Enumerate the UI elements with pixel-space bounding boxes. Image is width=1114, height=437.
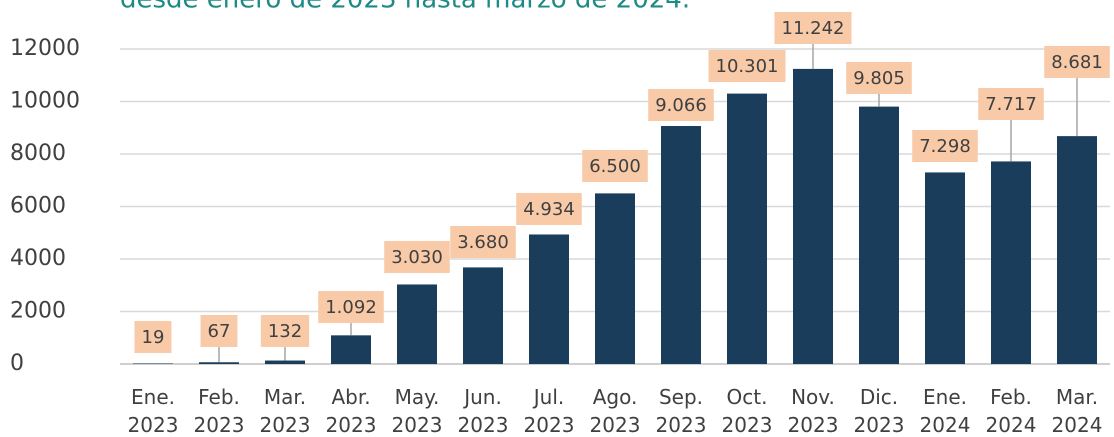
data-label: 19 bbox=[134, 321, 172, 353]
x-tick-label: Feb. 2023 bbox=[194, 385, 245, 437]
data-label-box bbox=[1044, 46, 1110, 78]
data-label-text: 6.500 bbox=[589, 156, 641, 177]
y-tick-label: 2000 bbox=[10, 299, 66, 324]
data-label-text: 9.805 bbox=[853, 68, 905, 89]
data-label: 9.805 bbox=[846, 62, 912, 107]
data-label-box bbox=[582, 150, 648, 182]
data-label: 7.717 bbox=[978, 88, 1044, 162]
y-tick-label: 6000 bbox=[10, 194, 66, 219]
data-label: 9.066 bbox=[648, 89, 714, 121]
data-label-box bbox=[134, 321, 172, 353]
data-label: 3.030 bbox=[384, 241, 450, 273]
x-tick-label: Dic. 2023 bbox=[854, 385, 905, 437]
x-tick-label: Sep. 2023 bbox=[656, 385, 707, 437]
y-tick-label: 4000 bbox=[10, 246, 66, 271]
bar bbox=[1057, 136, 1097, 364]
x-tick-label: Jul. 2023 bbox=[524, 385, 575, 437]
data-label-box bbox=[384, 241, 450, 273]
data-label-box bbox=[846, 62, 912, 94]
data-label: 132 bbox=[260, 315, 310, 361]
data-label-box bbox=[260, 315, 310, 347]
data-label-box bbox=[516, 193, 582, 225]
data-label-text: 7.717 bbox=[985, 94, 1037, 115]
bar bbox=[595, 193, 635, 364]
chart-title: desde enero de 2023 hasta marzo de 2024. bbox=[120, 0, 690, 15]
data-label-text: 132 bbox=[268, 321, 302, 342]
bar bbox=[661, 126, 701, 364]
data-label: 1.092 bbox=[318, 291, 384, 336]
x-tick-label: Ene. 2024 bbox=[920, 385, 971, 437]
data-label-box bbox=[648, 89, 714, 121]
data-label-text: 1.092 bbox=[325, 297, 377, 318]
bar bbox=[859, 106, 899, 365]
data-label-text: 9.066 bbox=[655, 95, 707, 116]
data-label: 4.934 bbox=[516, 193, 582, 225]
x-tick-label: Jun. 2023 bbox=[458, 385, 509, 437]
y-tick-label: 0 bbox=[10, 351, 24, 376]
data-label: 3.680 bbox=[450, 226, 516, 258]
bar bbox=[397, 284, 437, 364]
bar bbox=[793, 68, 833, 365]
bar bbox=[331, 335, 371, 364]
y-tick-label: 8000 bbox=[10, 141, 66, 166]
bar bbox=[463, 267, 503, 364]
x-tick-label: Nov. 2023 bbox=[788, 385, 839, 437]
data-label: 11.242 bbox=[774, 12, 852, 69]
data-label-box bbox=[200, 315, 238, 347]
x-tick-label: Ene. 2023 bbox=[128, 385, 179, 437]
data-label-text: 8.681 bbox=[1051, 52, 1103, 73]
data-label-text: 7.298 bbox=[919, 136, 971, 157]
x-tick-label: May. 2023 bbox=[392, 385, 443, 437]
bar bbox=[529, 234, 569, 364]
data-label-text: 4.934 bbox=[523, 199, 575, 220]
data-label-box bbox=[774, 12, 852, 44]
data-label: 7.298 bbox=[912, 130, 978, 162]
data-label-text: 19 bbox=[142, 327, 165, 348]
data-label: 6.500 bbox=[582, 150, 648, 182]
data-label: 8.681 bbox=[1044, 46, 1110, 137]
x-tick-label: Oct. 2023 bbox=[722, 385, 773, 437]
data-label-text: 3.680 bbox=[457, 232, 509, 253]
data-label-text: 10.301 bbox=[716, 56, 779, 77]
data-label-text: 67 bbox=[208, 321, 231, 342]
x-tick-label: Feb. 2024 bbox=[986, 385, 1037, 437]
y-tick-label: 12000 bbox=[10, 36, 80, 61]
x-tick-label: Mar. 2024 bbox=[1052, 385, 1103, 437]
x-tick-label: Mar. 2023 bbox=[260, 385, 311, 437]
bar bbox=[991, 161, 1031, 364]
data-label-text: 3.030 bbox=[391, 247, 443, 268]
data-label: 10.301 bbox=[708, 50, 786, 82]
data-label-box bbox=[978, 88, 1044, 120]
x-tick-label: Ago. 2023 bbox=[590, 385, 641, 437]
bar bbox=[925, 172, 965, 364]
data-label: 67 bbox=[200, 315, 238, 363]
bar bbox=[727, 93, 767, 364]
data-label-box bbox=[450, 226, 516, 258]
bar bbox=[199, 362, 239, 364]
bar bbox=[265, 360, 305, 364]
x-tick-label: Abr. 2023 bbox=[326, 385, 377, 437]
y-tick-label: 10000 bbox=[10, 89, 80, 114]
data-label-box bbox=[318, 291, 384, 323]
data-label-text: 11.242 bbox=[782, 18, 845, 39]
data-label-box bbox=[912, 130, 978, 162]
data-label-box bbox=[708, 50, 786, 82]
